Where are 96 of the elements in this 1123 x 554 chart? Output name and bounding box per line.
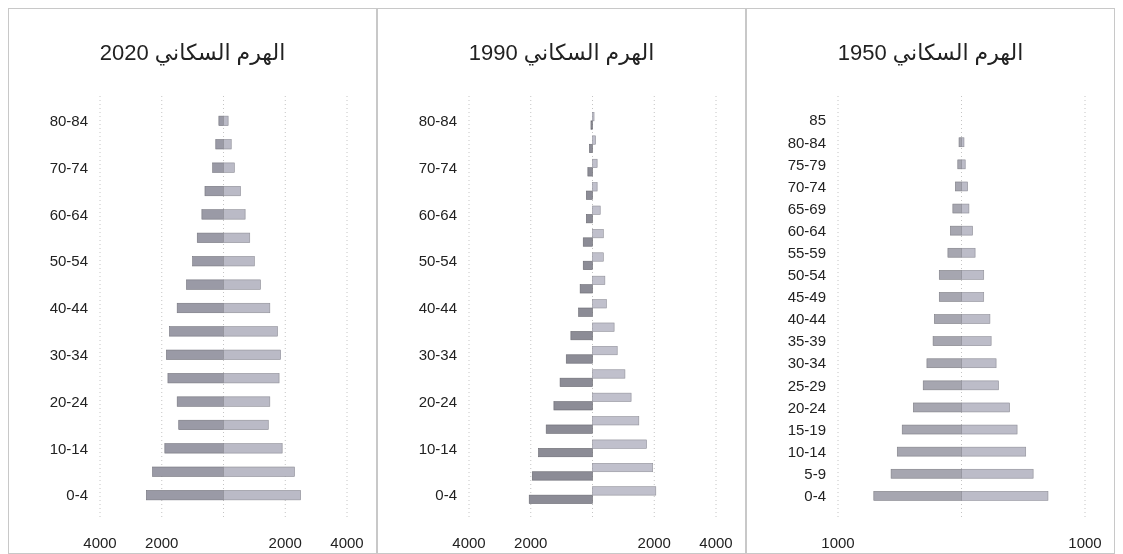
y-tick-label: 5-9 xyxy=(804,465,826,482)
bar xyxy=(961,247,976,258)
x-tick-label: 1000 xyxy=(1068,534,1102,551)
bar xyxy=(950,225,962,236)
chart-title: الهرم السكاني 2020 xyxy=(99,40,286,66)
y-tick-label: 80-84 xyxy=(418,112,457,130)
x-tick-label: 2000 xyxy=(637,534,671,551)
bar xyxy=(223,419,269,430)
bar xyxy=(218,115,224,126)
y-tick-label: 20-24 xyxy=(418,392,457,410)
bar xyxy=(961,491,1049,501)
bar xyxy=(932,336,962,346)
y-tick-label: 30-34 xyxy=(418,346,457,364)
x-tick-label: 1000 xyxy=(821,534,855,551)
bar xyxy=(166,349,224,360)
bar xyxy=(938,292,962,302)
y-tick-label: 55-59 xyxy=(787,244,826,261)
bar xyxy=(947,247,962,258)
y-tick-label: 70-74 xyxy=(49,158,88,176)
bar xyxy=(178,419,224,430)
x-tick-label: 4000 xyxy=(699,534,733,551)
y-tick-label: 70-74 xyxy=(418,158,457,176)
y-tick-label: 80-84 xyxy=(49,112,88,130)
y-tick-label: 60-64 xyxy=(787,221,826,239)
bar xyxy=(913,402,962,413)
bar xyxy=(957,159,962,170)
bar xyxy=(955,181,962,192)
x-tick-label: 2000 xyxy=(145,534,179,551)
y-tick-label: 0-4 xyxy=(66,486,88,504)
y-tick-label: 85 xyxy=(809,111,826,129)
y-tick-label: 35-39 xyxy=(787,332,826,350)
bar xyxy=(938,270,962,280)
bar xyxy=(146,490,224,501)
bar xyxy=(196,232,224,243)
bar xyxy=(186,279,224,290)
bar xyxy=(961,446,1027,457)
bar xyxy=(164,443,224,454)
y-tick-label: 70-74 xyxy=(787,177,826,195)
bar xyxy=(176,302,224,314)
bar xyxy=(926,358,962,369)
bar xyxy=(223,115,229,126)
x-tick-label: 4000 xyxy=(83,534,117,551)
y-tick-label: 40-44 xyxy=(49,299,88,317)
y-tick-label: 0-4 xyxy=(804,487,826,505)
bar xyxy=(922,380,962,391)
y-tick-label: 40-44 xyxy=(787,310,826,328)
y-tick-label: 20-24 xyxy=(787,398,826,416)
y-tick-label: 65-69 xyxy=(787,199,826,217)
y-tick-label: 75-79 xyxy=(787,155,826,173)
bar xyxy=(201,209,224,220)
bar xyxy=(934,314,962,324)
bar xyxy=(961,203,970,214)
bar xyxy=(223,139,232,150)
bar xyxy=(873,491,962,501)
bar xyxy=(961,336,992,346)
bar xyxy=(890,468,962,479)
bar xyxy=(167,373,224,384)
y-tick-label: 15-19 xyxy=(787,420,826,438)
bar xyxy=(192,256,224,267)
y-tick-label: 30-34 xyxy=(787,354,826,372)
y-tick-label: 50-54 xyxy=(787,266,826,284)
bar xyxy=(223,302,271,314)
y-tick-label: 50-54 xyxy=(49,252,88,270)
x-tick-label: 4000 xyxy=(330,534,364,551)
y-tick-label: 60-64 xyxy=(418,205,457,223)
bar xyxy=(901,424,962,435)
y-tick-label: 30-34 xyxy=(49,346,88,364)
bar xyxy=(215,139,224,150)
bar xyxy=(896,446,962,457)
y-tick-label: 10-14 xyxy=(418,439,457,457)
y-tick-label: 45-49 xyxy=(787,288,826,306)
x-tick-label: 2000 xyxy=(514,534,548,551)
bar xyxy=(223,443,283,454)
y-tick-label: 25-29 xyxy=(787,376,826,394)
bar xyxy=(961,292,985,302)
y-tick-label: 10-14 xyxy=(787,442,826,460)
y-tick-label: 80-84 xyxy=(787,133,826,151)
y-tick-label: 60-64 xyxy=(49,205,88,223)
y-tick-label: 10-14 xyxy=(49,439,88,457)
bar xyxy=(212,162,224,173)
bar xyxy=(176,396,224,407)
y-tick-label: 20-24 xyxy=(49,392,88,410)
x-tick-label: 4000 xyxy=(452,534,486,551)
x-tick-label: 2000 xyxy=(268,534,302,551)
bar xyxy=(223,279,261,290)
chart-title: الهرم السكاني 1950 xyxy=(837,40,1024,66)
y-tick-label: 0-4 xyxy=(435,486,457,504)
bar xyxy=(961,380,999,391)
bar xyxy=(952,203,962,214)
chart-title: الهرم السكاني 1990 xyxy=(468,40,655,66)
bar xyxy=(169,326,224,337)
y-tick-label: 40-44 xyxy=(418,299,457,317)
bar xyxy=(961,159,966,170)
y-tick-label: 50-54 xyxy=(418,252,457,270)
bar xyxy=(152,466,224,477)
bar xyxy=(204,186,224,197)
